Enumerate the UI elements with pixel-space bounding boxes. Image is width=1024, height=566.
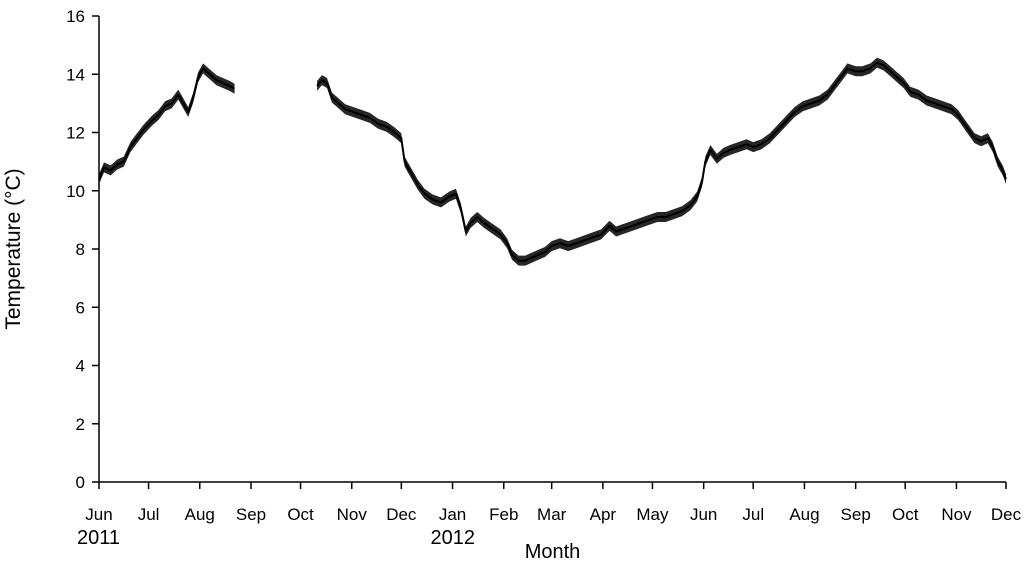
series-line-segment	[98, 67, 236, 180]
y-axis-ticks: 0 2 4 6 8 10 12 14 16	[66, 7, 99, 492]
year-label: 2012	[431, 527, 476, 549]
x-tick-label: Oct	[287, 505, 314, 524]
plot-area	[98, 57, 1007, 266]
x-tick-label: Sep	[236, 505, 266, 524]
y-tick-label: 0	[76, 473, 85, 492]
x-tick-label: May	[636, 505, 669, 524]
y-tick-label: 4	[76, 357, 85, 376]
x-tick-label: Dec	[991, 505, 1022, 524]
x-tick-label: Jul	[742, 505, 764, 524]
x-axis-label: Month	[525, 541, 581, 563]
year-label: 2011	[77, 527, 120, 549]
y-tick-label: 8	[76, 240, 85, 259]
y-tick-label: 6	[76, 298, 85, 317]
y-axis-label: Temperature (°C)	[2, 168, 25, 329]
x-tick-label: Jan	[439, 505, 466, 524]
y-tick-label: 14	[66, 65, 85, 84]
y-tick-label: 10	[66, 182, 85, 201]
x-tick-label: Oct	[892, 505, 919, 524]
x-tick-label: Nov	[941, 505, 972, 524]
x-tick-label: Nov	[337, 505, 368, 524]
x-tick-label: Feb	[489, 505, 518, 524]
x-tick-label: Jul	[138, 505, 160, 524]
x-tick-label: Aug	[789, 505, 819, 524]
x-tick-label: Apr	[590, 505, 617, 524]
series-noise-band	[99, 63, 235, 185]
x-axis-ticks: Jun Jul Aug Sep Oct Nov Dec Jan Feb Mar Apr May Jun J…	[77, 482, 1022, 549]
y-tick-label: 16	[66, 7, 85, 26]
x-tick-label: Mar	[537, 505, 567, 524]
series-noise-band	[317, 57, 1007, 266]
y-tick-label: 12	[66, 124, 85, 143]
y-tick-label: 2	[76, 415, 85, 434]
x-tick-label: Dec	[386, 505, 417, 524]
x-tick-label: Jun	[690, 505, 717, 524]
x-tick-label: Aug	[185, 505, 215, 524]
x-tick-label: Jun	[85, 505, 112, 524]
x-tick-label: Sep	[841, 505, 871, 524]
series-line-segment	[316, 61, 1007, 262]
